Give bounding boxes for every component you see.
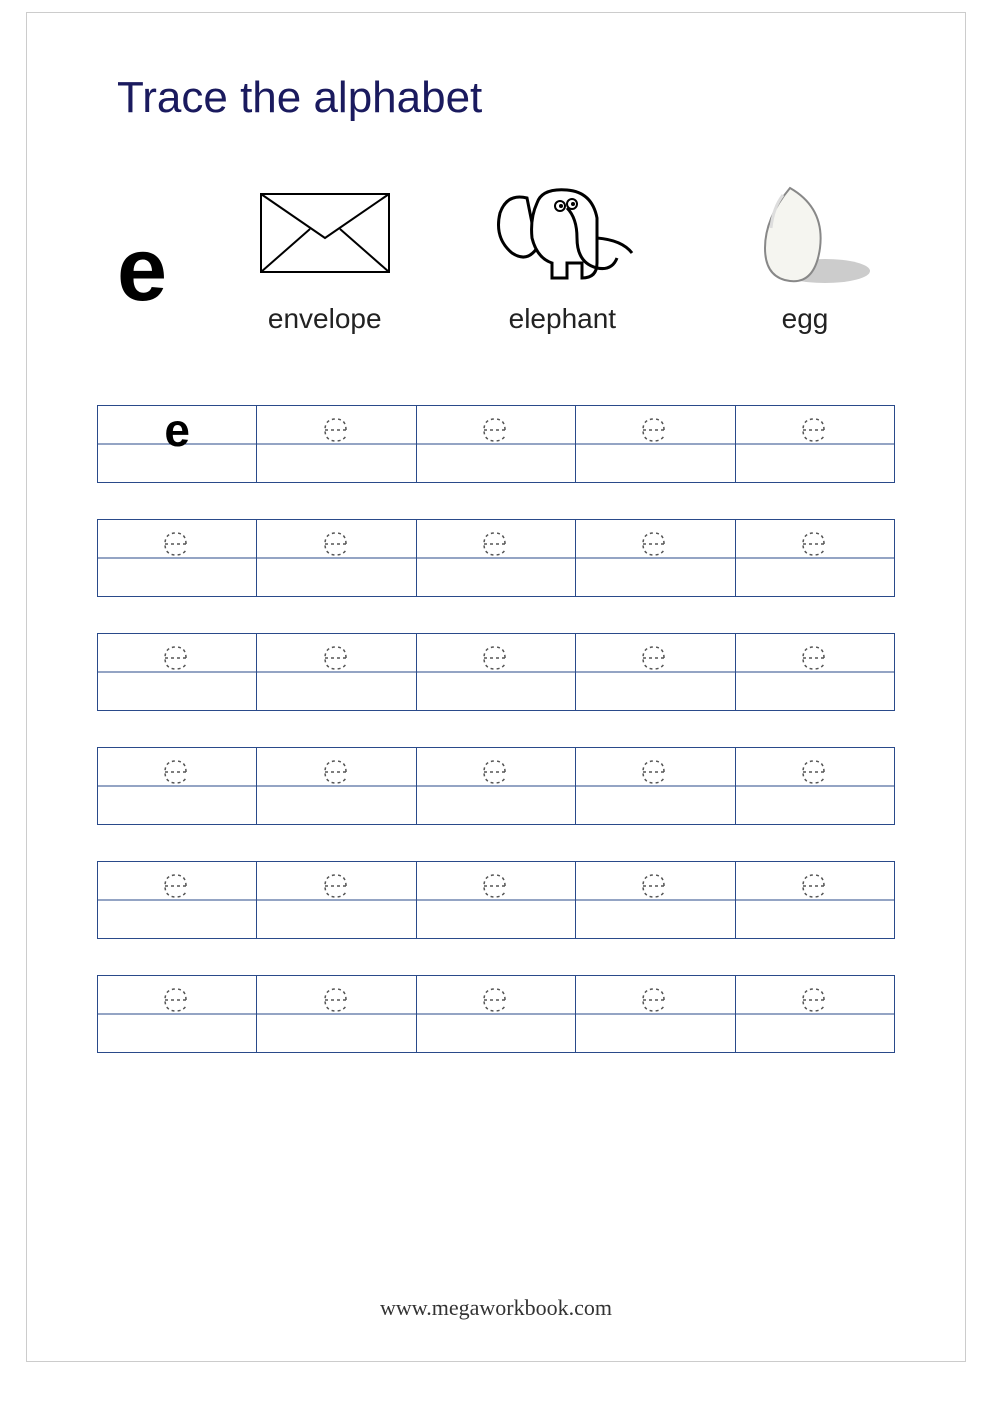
elephant-icon	[482, 173, 642, 293]
example-label: envelope	[268, 303, 382, 335]
practice-cell	[736, 405, 895, 483]
dotted-letter	[160, 871, 194, 906]
practice-cell	[257, 405, 416, 483]
example-egg: egg	[735, 173, 875, 335]
practice-cell	[417, 975, 576, 1053]
practice-cell	[736, 861, 895, 939]
footer-url: www.megaworkbook.com	[27, 1295, 965, 1321]
dotted-letter	[320, 871, 354, 906]
practice-rows: e	[97, 405, 895, 1053]
practice-cell	[576, 975, 735, 1053]
practice-cell	[257, 519, 416, 597]
practice-cell	[97, 975, 257, 1053]
example-label: egg	[782, 303, 829, 335]
practice-cell	[736, 633, 895, 711]
dotted-letter	[160, 757, 194, 792]
dotted-letter	[320, 643, 354, 678]
practice-cell	[736, 747, 895, 825]
practice-cell	[97, 519, 257, 597]
practice-cell	[576, 405, 735, 483]
practice-cell	[257, 975, 416, 1053]
example-label: elephant	[509, 303, 616, 335]
practice-cell	[257, 861, 416, 939]
dotted-letter	[320, 757, 354, 792]
dotted-letter	[160, 985, 194, 1020]
dotted-letter	[479, 757, 513, 792]
page-title: Trace the alphabet	[117, 73, 895, 123]
worksheet-page: Trace the alphabet e envelope	[26, 12, 966, 1362]
dotted-letter	[160, 529, 194, 564]
dotted-letter	[160, 643, 194, 678]
practice-cell	[97, 861, 257, 939]
practice-cell	[417, 861, 576, 939]
dotted-letter	[479, 415, 513, 450]
dotted-letter	[638, 415, 672, 450]
dotted-letter	[320, 415, 354, 450]
example-elephant: elephant	[482, 173, 642, 335]
big-letter: e	[117, 225, 167, 315]
dotted-letter	[638, 985, 672, 1020]
dotted-letter	[798, 529, 832, 564]
examples-row: e envelope	[97, 173, 895, 335]
practice-cell	[576, 633, 735, 711]
solid-letter: e	[164, 407, 190, 453]
practice-cell	[576, 519, 735, 597]
dotted-letter	[798, 985, 832, 1020]
dotted-letter	[638, 529, 672, 564]
practice-row	[97, 519, 895, 597]
dotted-letter	[638, 643, 672, 678]
dotted-letter	[320, 529, 354, 564]
practice-cell: e	[97, 405, 257, 483]
dotted-letter	[320, 985, 354, 1020]
practice-cell	[257, 633, 416, 711]
practice-row	[97, 633, 895, 711]
example-envelope: envelope	[260, 173, 390, 335]
practice-cell	[736, 519, 895, 597]
practice-cell	[97, 747, 257, 825]
dotted-letter	[479, 871, 513, 906]
letter-display: e	[117, 225, 167, 335]
envelope-icon	[260, 173, 390, 293]
practice-cell	[257, 747, 416, 825]
egg-icon	[735, 173, 875, 293]
dotted-letter	[798, 757, 832, 792]
practice-cell	[417, 747, 576, 825]
practice-cell	[417, 405, 576, 483]
practice-cell	[97, 633, 257, 711]
dotted-letter	[479, 985, 513, 1020]
dotted-letter	[638, 871, 672, 906]
dotted-letter	[798, 643, 832, 678]
dotted-letter	[798, 415, 832, 450]
practice-cell	[576, 747, 735, 825]
practice-cell	[417, 633, 576, 711]
practice-row	[97, 861, 895, 939]
practice-row	[97, 747, 895, 825]
dotted-letter	[638, 757, 672, 792]
dotted-letter	[479, 529, 513, 564]
practice-row: e	[97, 405, 895, 483]
dotted-letter	[798, 871, 832, 906]
practice-cell	[417, 519, 576, 597]
practice-cell	[736, 975, 895, 1053]
practice-row	[97, 975, 895, 1053]
dotted-letter	[479, 643, 513, 678]
practice-cell	[576, 861, 735, 939]
